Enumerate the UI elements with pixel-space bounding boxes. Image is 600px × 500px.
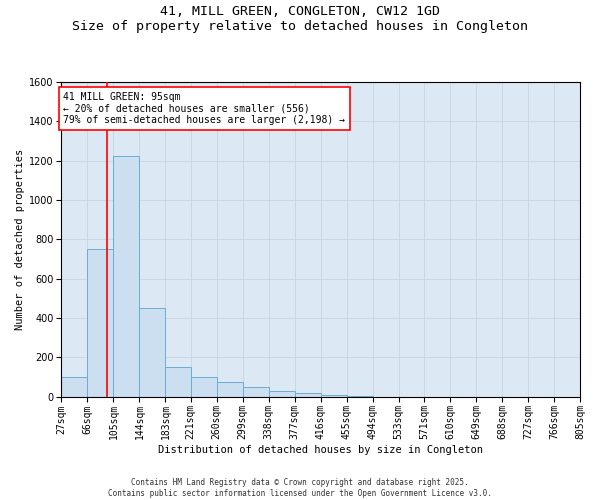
Bar <box>88 249 113 396</box>
X-axis label: Distribution of detached houses by size in Congleton: Distribution of detached houses by size … <box>158 445 483 455</box>
Text: 41 MILL GREEN: 95sqm
← 20% of detached houses are smaller (556)
79% of semi-deta: 41 MILL GREEN: 95sqm ← 20% of detached h… <box>64 92 346 125</box>
Bar <box>243 386 269 396</box>
Bar <box>295 392 321 396</box>
Bar <box>269 390 295 396</box>
Bar <box>113 156 139 396</box>
Bar <box>191 377 217 396</box>
Bar <box>61 377 88 396</box>
Bar <box>139 308 166 396</box>
Text: 41, MILL GREEN, CONGLETON, CW12 1GD
Size of property relative to detached houses: 41, MILL GREEN, CONGLETON, CW12 1GD Size… <box>72 5 528 33</box>
Text: Contains HM Land Registry data © Crown copyright and database right 2025.
Contai: Contains HM Land Registry data © Crown c… <box>108 478 492 498</box>
Y-axis label: Number of detached properties: Number of detached properties <box>15 148 25 330</box>
Bar <box>166 367 191 396</box>
Bar <box>321 394 347 396</box>
Bar <box>217 382 243 396</box>
